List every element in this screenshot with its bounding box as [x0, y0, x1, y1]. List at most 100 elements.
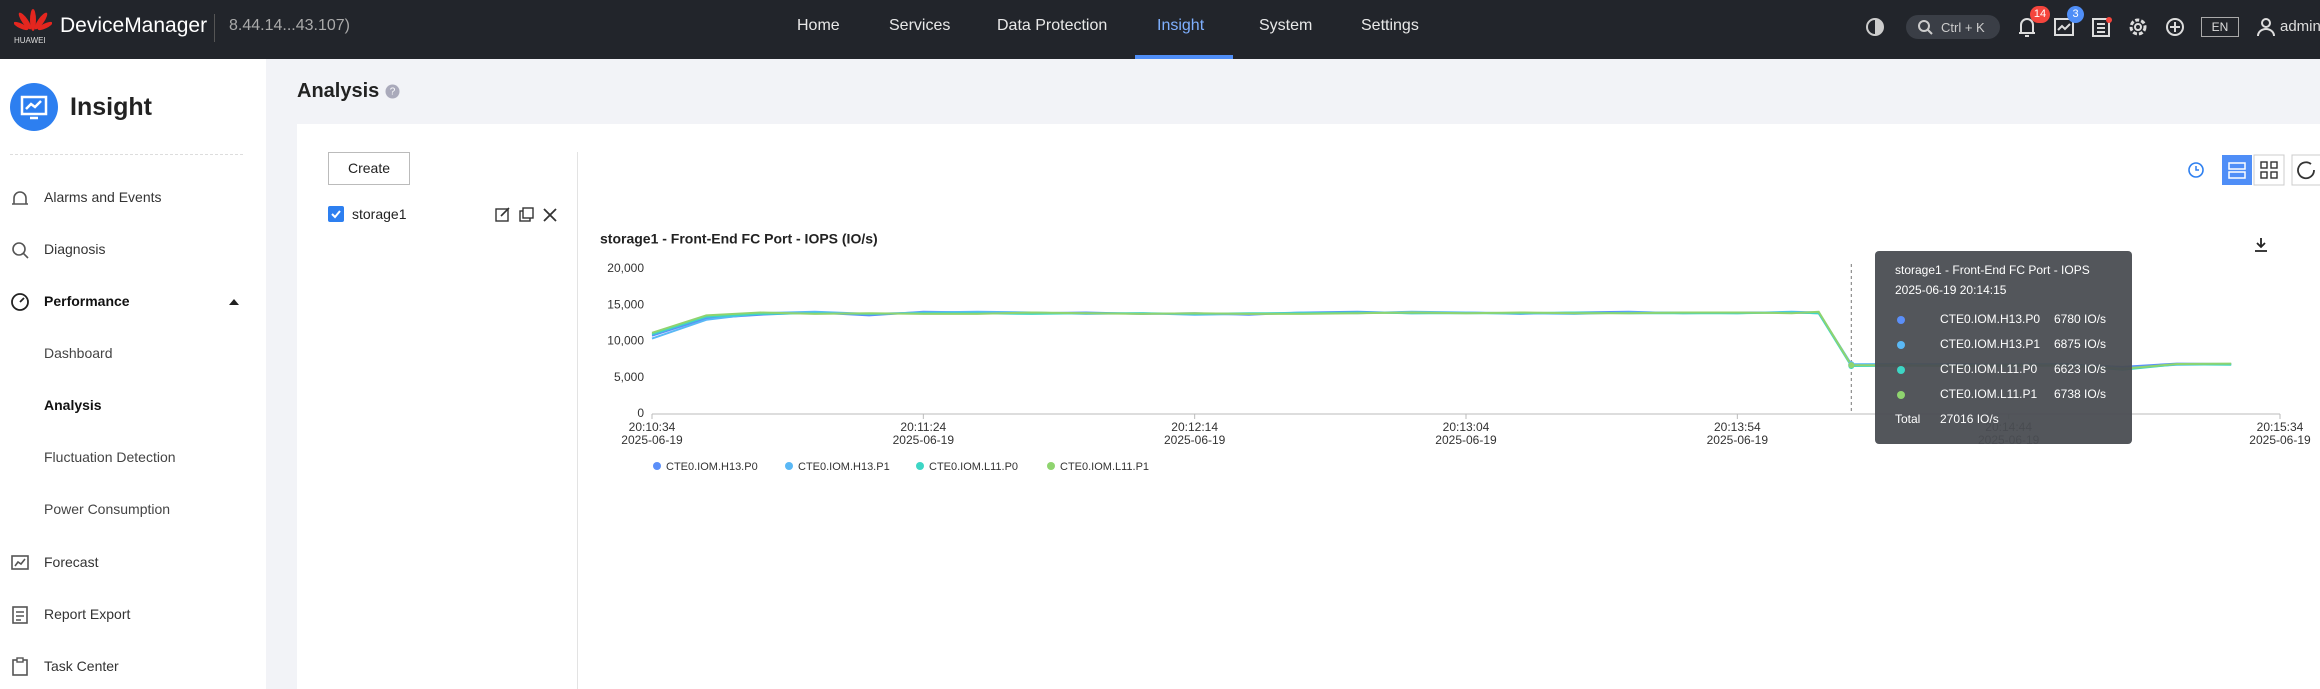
y-tick-label: 15,000	[607, 297, 644, 311]
tooltip-series: CTE0.IOM.L11.P1	[1940, 387, 2037, 401]
tooltip-series: CTE0.IOM.H13.P0	[1940, 312, 2040, 326]
tooltip-time: 2025-06-19 20:14:15	[1895, 283, 2007, 297]
legend-dot	[785, 462, 793, 470]
collapse-arrow[interactable]	[228, 297, 240, 307]
sidebar-title: Insight	[70, 93, 152, 121]
checkbox[interactable]	[328, 206, 344, 222]
menu-item[interactable]: Fluctuation Detection	[44, 449, 176, 465]
menu-item[interactable]: Power Consumption	[44, 501, 171, 517]
nav-item[interactable]: Settings	[1361, 17, 1419, 34]
performance-icon	[11, 293, 29, 311]
create-button[interactable]: Create	[328, 152, 410, 185]
x-tick-label: 2025-06-19	[1435, 433, 1497, 447]
menu-item[interactable]: Forecast	[44, 554, 99, 570]
y-tick-label: 0	[637, 406, 644, 420]
search-icon	[1918, 20, 1933, 35]
legend-label: CTE0.IOM.H13.P1	[798, 461, 890, 473]
divider	[577, 152, 578, 689]
menu-item[interactable]: Analysis	[44, 397, 102, 413]
top-bar: HUAWEI DeviceManager 8.44.14...43.107) H…	[0, 0, 2320, 59]
insight-icon	[10, 83, 58, 131]
report-icon	[12, 606, 28, 624]
legend-label: CTE0.IOM.H13.P0	[666, 461, 758, 473]
chart-title: storage1 - Front-End FC Port - IOPS (IO/…	[600, 231, 878, 247]
menu-item[interactable]: Task Center	[44, 658, 119, 674]
list-icon[interactable]	[2090, 16, 2112, 38]
task-icon[interactable]	[2053, 16, 2075, 38]
storage-name: storage1	[352, 206, 407, 222]
menu-item[interactable]: Dashboard	[44, 345, 113, 361]
svg-text:?: ?	[390, 87, 396, 98]
search-box[interactable]	[1906, 15, 2000, 39]
tooltip-box	[1875, 251, 2132, 444]
menu-item[interactable]: Alarms and Events	[44, 189, 162, 205]
legend-label: CTE0.IOM.L11.P0	[929, 461, 1018, 473]
logo	[14, 9, 52, 31]
tooltip-dot	[1897, 366, 1905, 374]
tooltip-total: 27016 IO/s	[1940, 412, 1999, 426]
x-tick-label: 20:13:04	[1443, 420, 1490, 434]
hover-dot	[1848, 362, 1855, 369]
forecast-icon	[11, 555, 29, 570]
tooltip-value: 6875 IO/s	[2054, 337, 2106, 351]
menu-item[interactable]: Diagnosis	[44, 241, 106, 257]
chart: storage1 - Front-End FC Port - IOPS (IO/…	[600, 154, 2320, 473]
chart-toolbar[interactable]	[2188, 154, 2320, 186]
x-tick-label: 20:10:34	[629, 420, 676, 434]
active-underline	[1135, 55, 1233, 59]
x-tick-label: 20:11:24	[900, 420, 946, 434]
x-tick-label: 2025-06-19	[1164, 433, 1226, 447]
x-tick-label: 2025-06-19	[621, 433, 683, 447]
user-name[interactable]: admin	[2280, 18, 2320, 35]
menu-item[interactable]: Performance	[44, 293, 130, 309]
legend-dot	[1047, 462, 1055, 470]
y-tick-label: 20,000	[607, 261, 644, 275]
brand: HUAWEI	[14, 36, 46, 45]
alarm-badge: 14	[2030, 6, 2050, 23]
tooltip-title: storage1 - Front-End FC Port - IOPS	[1895, 263, 2090, 277]
sidebar: Insight Alarms and Events Diagnosis Perf…	[0, 59, 266, 689]
product: DeviceManager	[60, 14, 208, 37]
tooltip-value: 6738 IO/s	[2054, 387, 2106, 401]
bell-icon[interactable]	[2016, 15, 2038, 39]
divider	[214, 14, 215, 42]
legend-dot	[653, 462, 661, 470]
tooltip-total-label: Total	[1895, 412, 1920, 426]
y-tick-label: 5,000	[614, 370, 644, 384]
nav-item[interactable]: Data Protection	[997, 17, 1108, 34]
storage-actions[interactable]	[494, 206, 564, 224]
help-icon[interactable]: ?	[385, 84, 400, 99]
tooltip-series: CTE0.IOM.L11.P0	[1940, 362, 2037, 376]
x-tick-label: 20:12:14	[1171, 420, 1218, 434]
x-tick-label: 2025-06-19	[893, 433, 955, 447]
tooltip-dot	[1897, 341, 1905, 349]
task-badge: 3	[2067, 6, 2084, 23]
x-tick-label: 2025-06-19	[2249, 433, 2311, 447]
address: 8.44.14...43.107)	[229, 17, 350, 34]
diagnosis-icon	[12, 242, 29, 259]
separator	[10, 154, 243, 155]
tooltip-dot	[1897, 391, 1905, 399]
y-tick-label: 10,000	[607, 334, 644, 348]
nav-item[interactable]: Services	[889, 17, 951, 34]
user-icon[interactable]	[2255, 16, 2277, 38]
download-icon[interactable]	[2255, 238, 2267, 252]
add-icon[interactable]	[2164, 16, 2186, 38]
x-tick-label: 20:13:54	[1714, 420, 1761, 434]
legend-label: CTE0.IOM.L11.P1	[1060, 461, 1149, 473]
theme-icon[interactable]	[1864, 16, 1886, 38]
language[interactable]: EN	[2201, 17, 2239, 37]
tooltip-value: 6623 IO/s	[2054, 362, 2106, 376]
menu-item[interactable]: Report Export	[44, 606, 131, 622]
nav-item[interactable]: Home	[797, 17, 840, 34]
x-tick-label: 20:15:34	[2257, 420, 2304, 434]
tooltip-value: 6780 IO/s	[2054, 312, 2106, 326]
tooltip-dot	[1897, 316, 1905, 324]
page-title: Analysis	[297, 80, 380, 102]
legend-dot	[916, 462, 924, 470]
settings-icon[interactable]	[2127, 16, 2149, 38]
nav-item[interactable]: System	[1259, 17, 1313, 34]
x-tick-label: 2025-06-19	[1707, 433, 1769, 447]
nav-item[interactable]: Insight	[1157, 17, 1205, 34]
